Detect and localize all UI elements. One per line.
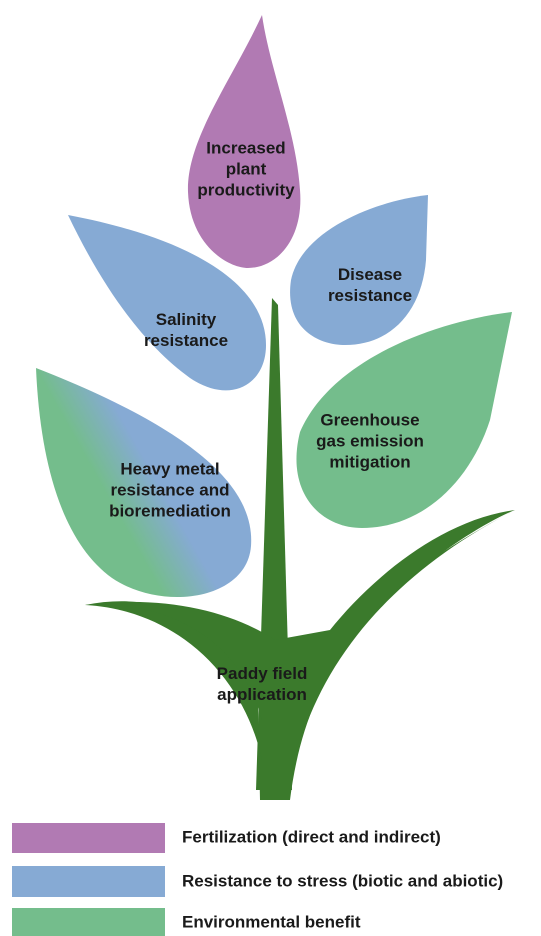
legend-label: Fertilization (direct and indirect) (182, 827, 441, 846)
node-label: Heavy metal (120, 459, 219, 478)
leaf-greenhouse (296, 312, 512, 528)
node-label: Disease (338, 265, 402, 284)
node-label: Greenhouse (320, 410, 419, 429)
node-label: gas emission (316, 431, 424, 450)
node-label: Paddy field (217, 664, 308, 683)
legend-swatch (12, 823, 165, 853)
node-label: resistance (144, 331, 228, 350)
legend-swatch (12, 866, 165, 897)
node-label: Increased (206, 138, 285, 157)
base-leaves-fill (85, 510, 515, 800)
leaf-disease (290, 195, 428, 345)
node-label: resistance and (110, 480, 229, 499)
node-label: application (217, 685, 307, 704)
legend-label: Resistance to stress (biotic and abiotic… (182, 871, 503, 890)
node-label: plant (226, 159, 267, 178)
leaf-salinity (68, 215, 266, 391)
legend-label: Environmental benefit (182, 912, 361, 931)
legend-swatch (12, 908, 165, 936)
node-label: resistance (328, 286, 412, 305)
node-label: productivity (197, 180, 295, 199)
node-label: Salinity (156, 310, 217, 329)
leaf-productivity (187, 15, 301, 268)
node-label: mitigation (329, 452, 410, 471)
leaf-heavy-metal (36, 368, 252, 598)
node-label: bioremediation (109, 501, 231, 520)
